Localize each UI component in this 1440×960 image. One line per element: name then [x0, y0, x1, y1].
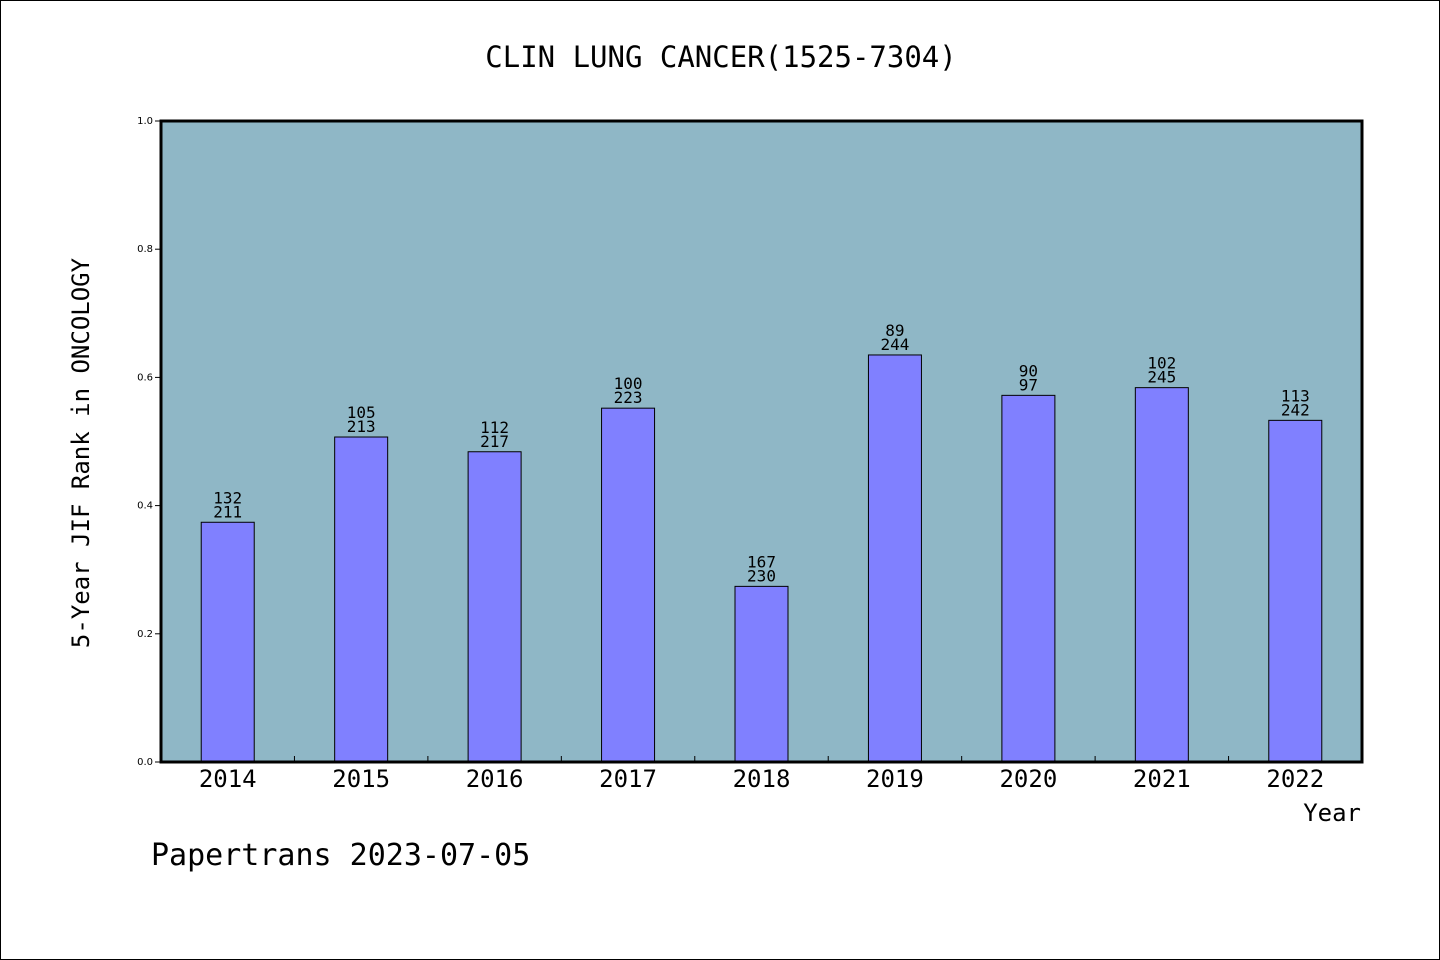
- x-tick-label: 2018: [733, 765, 791, 793]
- y-tick-label: 0.6: [137, 372, 153, 383]
- bar-label-top: 90: [1019, 361, 1038, 380]
- bar: [1134, 387, 1189, 763]
- bar: [1268, 419, 1323, 763]
- x-tick-label: 2020: [999, 765, 1057, 793]
- x-axis-label: Year: [1303, 799, 1361, 827]
- plot-border: [159, 119, 1364, 764]
- y-tick-label: 0.2: [137, 629, 153, 640]
- x-tick-label: 2019: [866, 765, 924, 793]
- bar-label-bottom: 230: [747, 566, 776, 585]
- x-tick-label: 2016: [466, 765, 524, 793]
- bar-label-bottom: 244: [880, 335, 909, 354]
- bars: [200, 354, 1323, 763]
- bar-label-top: 112: [480, 418, 509, 437]
- x-tick-label: 2021: [1133, 765, 1191, 793]
- bar: [734, 585, 789, 763]
- bar: [601, 407, 656, 763]
- y-tick-label: 0.4: [137, 501, 153, 512]
- bar-label-bottom: 213: [347, 417, 376, 436]
- y-tick-label: 0.0: [137, 757, 153, 768]
- bar: [467, 451, 522, 763]
- bar-label-bottom: 245: [1147, 368, 1176, 387]
- chart-title: CLIN LUNG CANCER(1525-7304): [485, 40, 956, 74]
- bar-label-top: 100: [614, 374, 643, 393]
- x-tick-label: 2015: [332, 765, 390, 793]
- bar: [1001, 394, 1056, 763]
- bar-label-top: 132: [213, 488, 242, 507]
- x-axis-ticks: 2014 2015 2016 2017 2018 2019 2020 2021 2022: [199, 756, 1324, 793]
- bar-label-top: 102: [1147, 354, 1176, 373]
- bar-label-bottom: 242: [1281, 400, 1310, 419]
- bar-label-bottom: 211: [213, 502, 242, 521]
- x-tick-label: 2017: [599, 765, 657, 793]
- x-tick-label: 2014: [199, 765, 257, 793]
- footer-credit: Papertrans 2023-07-05: [151, 838, 530, 873]
- bar: [867, 354, 922, 763]
- bar-label-bottom: 217: [480, 432, 509, 451]
- y-tick-label: 0.8: [137, 244, 153, 255]
- bar: [200, 521, 255, 763]
- bar: [334, 436, 389, 763]
- y-axis-ticks: 0.0 0.2 0.4 0.6 0.8 1.0: [137, 116, 161, 768]
- x-tick-label: 2022: [1266, 765, 1324, 793]
- y-axis-label: 5-Year JIF Rank in ONCOLOGY: [67, 257, 95, 648]
- bar-label-bottom: 97: [1019, 375, 1038, 394]
- y-tick-label: 1.0: [137, 116, 153, 127]
- bar-label-top: 105: [347, 403, 376, 422]
- bar-label-top: 167: [747, 552, 776, 571]
- bar-label-top: 89: [885, 321, 904, 340]
- bar-label-bottom: 223: [614, 388, 643, 407]
- bar-label-top: 113: [1281, 386, 1310, 405]
